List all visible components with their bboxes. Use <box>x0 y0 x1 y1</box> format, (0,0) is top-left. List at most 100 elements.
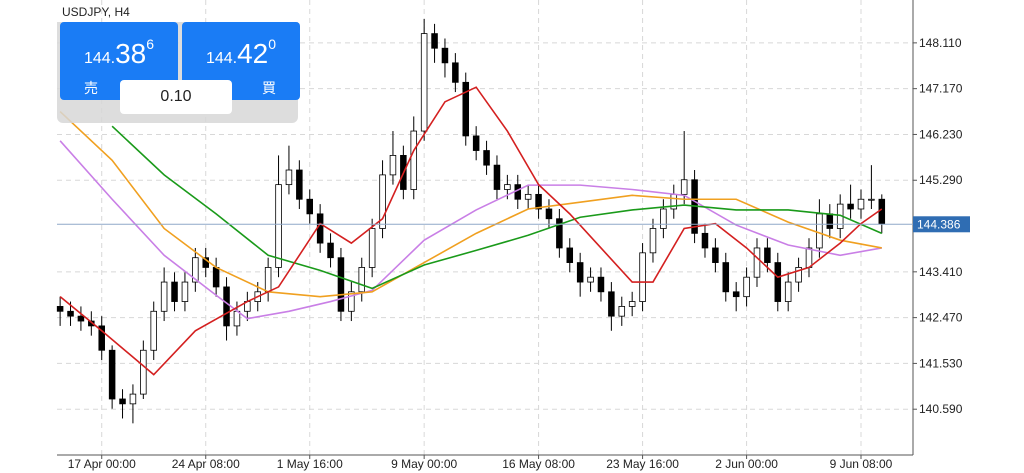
candle-body <box>774 262 782 302</box>
x-tick-label: 2 Jun 00:00 <box>715 457 778 471</box>
candle-body <box>275 184 282 268</box>
candle-body <box>701 232 709 249</box>
price-big: 42 <box>237 38 269 69</box>
candle-body <box>56 306 64 312</box>
x-tick-label: 9 Jun 08:00 <box>830 457 893 471</box>
x-tick-label: 24 Apr 08:00 <box>172 457 240 471</box>
moving-average <box>59 86 883 376</box>
trade-panel: 144.386 売 144.420 買 0.10 <box>57 22 300 123</box>
candle-body <box>805 247 813 268</box>
candle-body <box>472 135 480 151</box>
buy-button[interactable]: 144.420 買 <box>182 22 300 100</box>
candle-body <box>857 198 865 210</box>
candle-body <box>722 262 730 293</box>
candle-body <box>608 291 615 317</box>
price-big: 38 <box>115 38 147 69</box>
candle-body <box>316 213 324 244</box>
candle-body <box>764 247 771 263</box>
candle-body <box>150 310 157 351</box>
candle-body <box>379 174 386 229</box>
candle-body <box>420 33 428 132</box>
x-tick-label: 9 May 00:00 <box>391 457 457 471</box>
sell-label: 売 <box>84 80 98 96</box>
candle-body <box>556 218 563 249</box>
candle-body <box>566 247 574 263</box>
candle-body <box>285 169 293 186</box>
buy-label: 買 <box>262 80 276 96</box>
candle-body <box>712 247 719 263</box>
candle-body <box>296 169 303 200</box>
candle-body <box>660 208 667 229</box>
buy-price: 144.420 <box>182 36 300 70</box>
candle-body <box>368 228 376 268</box>
moving-average <box>59 110 882 298</box>
candle-body <box>358 267 366 293</box>
candle-body <box>878 198 886 225</box>
candle-body <box>680 179 688 195</box>
candle-body <box>140 349 147 395</box>
candle-body <box>337 257 345 312</box>
x-tick-label: 16 May 08:00 <box>502 457 575 471</box>
price-prefix: 144. <box>83 50 116 67</box>
y-tick-label: 145.290 <box>919 173 963 187</box>
candle-body <box>826 213 834 229</box>
y-tick-label: 147.170 <box>919 82 963 96</box>
candle-body <box>587 276 594 283</box>
candle-body <box>348 291 355 312</box>
candle-body <box>784 281 792 302</box>
candle-body <box>732 291 740 298</box>
candle-body <box>171 281 178 302</box>
candle-body <box>389 155 397 176</box>
candle-body <box>847 203 854 210</box>
candle-body <box>410 130 418 190</box>
candle-body <box>88 320 95 327</box>
candle-body <box>160 281 168 312</box>
x-tick-label: 1 May 16:00 <box>277 457 343 471</box>
candle-body <box>129 393 137 405</box>
y-tick-label: 148.110 <box>919 36 962 50</box>
candle-body <box>462 81 470 137</box>
moving-average <box>111 125 883 290</box>
chart-title: USDJPY, H4 <box>62 5 130 19</box>
y-tick-label: 141.530 <box>919 356 963 370</box>
candle-body <box>212 267 220 288</box>
candle-body <box>67 310 74 317</box>
candle-body <box>119 398 126 405</box>
candle-body <box>628 301 636 307</box>
candle-body <box>618 306 626 317</box>
candle-body <box>77 315 85 322</box>
candle-body <box>306 198 314 215</box>
candle-body <box>98 325 105 351</box>
price-sup: 0 <box>268 36 277 52</box>
y-tick-label: 143.410 <box>919 265 963 279</box>
candle-body <box>816 213 823 249</box>
x-tick-label: 17 Apr 00:00 <box>68 457 136 471</box>
candle-body <box>431 33 438 49</box>
candle-body <box>639 252 646 302</box>
price-prefix: 144. <box>205 50 238 67</box>
x-tick-label: 23 May 16:00 <box>606 457 679 471</box>
candle-body <box>545 208 553 220</box>
candle-body <box>452 62 459 83</box>
y-tick-label: 146.230 <box>919 127 963 141</box>
candle-body <box>493 164 501 190</box>
candle-body <box>504 184 511 190</box>
y-tick-label: 140.590 <box>919 402 963 416</box>
candle-body <box>649 228 657 254</box>
moving-average <box>59 140 882 320</box>
current-price-box <box>913 216 970 233</box>
candle-body <box>524 193 532 200</box>
candle-body <box>795 267 802 283</box>
price-sup: 6 <box>146 36 155 52</box>
candle-body <box>535 193 542 210</box>
candle-body <box>514 184 522 200</box>
candle-body <box>743 276 750 298</box>
volume-input[interactable]: 0.10 <box>120 80 232 114</box>
candle-body <box>108 349 116 400</box>
candle-body <box>223 286 230 327</box>
candle-body <box>181 281 189 302</box>
candle-body <box>576 262 584 283</box>
candle-body <box>233 310 241 327</box>
